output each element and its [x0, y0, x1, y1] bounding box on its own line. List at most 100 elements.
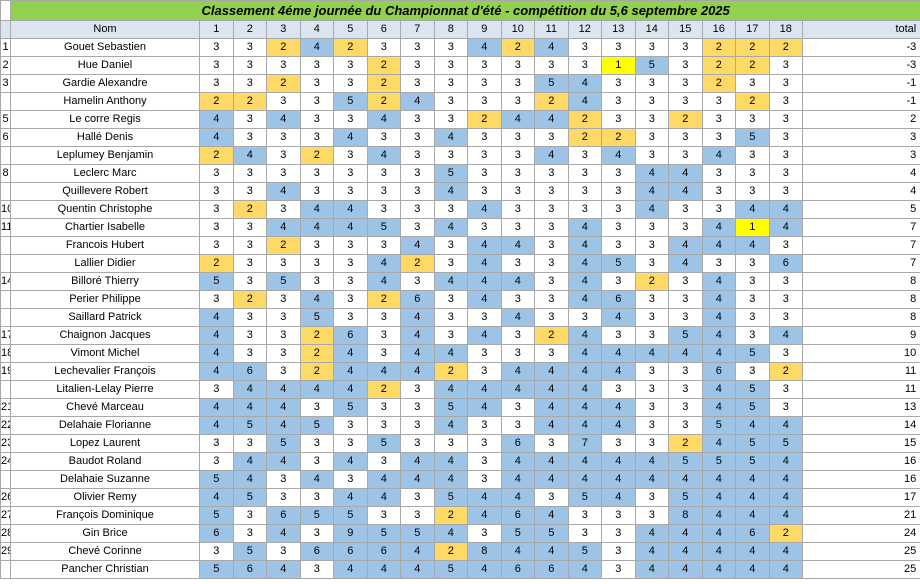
score-cell: 4 [735, 416, 770, 435]
score-cell: 4 [735, 470, 770, 489]
score-cell: 3 [333, 164, 368, 183]
score-cell: 3 [567, 38, 602, 57]
score-cell: 3 [567, 182, 602, 201]
score-cell: 3 [333, 308, 368, 327]
score-cell: 3 [467, 416, 502, 435]
score-cell: 3 [500, 218, 535, 237]
total-cell: 15 [801, 434, 920, 453]
score-cell: 5 [299, 506, 334, 525]
score-cell: 3 [299, 560, 334, 579]
total-cell: 13 [801, 398, 920, 417]
score-cell: 4 [199, 110, 234, 129]
score-cell: 4 [634, 560, 669, 579]
total-cell: 16 [801, 470, 920, 489]
score-cell: 4 [199, 308, 234, 327]
score-cell: 4 [266, 416, 301, 435]
score-cell: 3 [366, 236, 401, 255]
score-cell: 8 [668, 506, 703, 525]
rank-cell: 11 [0, 218, 11, 237]
score-cell: 5 [333, 398, 368, 417]
score-cell: 3 [634, 128, 669, 147]
table-row: Pancher Christian 5 6 4 3 4 4 4 5 4 6 6 4 3 4 4 4 4 4 25 [0, 560, 920, 579]
score-cell: 3 [467, 128, 502, 147]
score-cell: 4 [567, 362, 602, 381]
score-cell: 6 [199, 524, 234, 543]
score-cell: 4 [668, 236, 703, 255]
score-cell: 3 [735, 362, 770, 381]
score-cell: 3 [299, 488, 334, 507]
score-cell: 3 [333, 56, 368, 75]
score-cell: 6 [701, 362, 736, 381]
score-cell: 3 [768, 380, 803, 399]
score-cell: 4 [567, 470, 602, 489]
score-cell: 3 [232, 56, 267, 75]
total-cell: -1 [801, 74, 920, 93]
score-cell: 3 [467, 56, 502, 75]
score-cell: 4 [467, 290, 502, 309]
score-cell: 5 [433, 488, 468, 507]
player-name-cell: Le corre Regis [10, 110, 200, 129]
score-cell: 6 [768, 254, 803, 273]
score-cell: 3 [433, 38, 468, 57]
score-cell: 4 [199, 326, 234, 345]
score-cell: 5 [567, 542, 602, 561]
rank-cell: 8 [0, 164, 11, 183]
score-cell: 2 [567, 110, 602, 129]
score-cell: 5 [567, 488, 602, 507]
score-cell: 4 [634, 164, 669, 183]
score-cell: 4 [701, 434, 736, 453]
score-cell: 2 [433, 506, 468, 525]
score-cell: 3 [601, 74, 636, 93]
score-cell: 4 [467, 488, 502, 507]
score-cell: 6 [500, 434, 535, 453]
score-cell: 2 [400, 254, 435, 273]
score-cell: 4 [735, 488, 770, 507]
score-cell: 4 [567, 452, 602, 471]
score-cell: 3 [634, 236, 669, 255]
score-cell: 4 [199, 344, 234, 363]
score-cell: 3 [266, 200, 301, 219]
score-cell: 3 [433, 92, 468, 111]
score-cell: 3 [299, 434, 334, 453]
score-cell: 3 [467, 146, 502, 165]
score-cell: 3 [467, 344, 502, 363]
score-cell: 3 [266, 254, 301, 273]
score-cell: 4 [500, 236, 535, 255]
score-cell: 3 [634, 74, 669, 93]
score-cell: 3 [299, 398, 334, 417]
score-cell: 3 [668, 272, 703, 291]
score-cell: 3 [768, 182, 803, 201]
score-cell: 5 [232, 488, 267, 507]
score-cell: 4 [467, 506, 502, 525]
score-cell: 4 [634, 470, 669, 489]
score-cell: 5 [601, 254, 636, 273]
score-cell: 4 [299, 200, 334, 219]
score-cell: 4 [400, 236, 435, 255]
score-cell: 3 [333, 236, 368, 255]
score-cell: 3 [634, 110, 669, 129]
rank-cell [0, 380, 11, 399]
score-cell: 4 [299, 470, 334, 489]
score-cell: 2 [232, 200, 267, 219]
score-cell: 3 [333, 146, 368, 165]
score-cell: 5 [735, 128, 770, 147]
score-cell: 3 [199, 236, 234, 255]
player-name-cell: Pancher Christian [10, 560, 200, 579]
score-cell: 4 [601, 308, 636, 327]
score-cell: 3 [668, 416, 703, 435]
score-cell: 3 [735, 272, 770, 291]
score-cell: 3 [366, 452, 401, 471]
score-cell: 3 [735, 290, 770, 309]
table-row: Hamelin Anthony 2 2 3 3 5 2 4 3 3 3 2 4 3 3 3 3 2 3 -1 [0, 92, 920, 111]
score-cell: 2 [366, 290, 401, 309]
score-cell: 3 [366, 128, 401, 147]
score-cell: 4 [199, 398, 234, 417]
score-cell: 2 [567, 128, 602, 147]
total-cell: -3 [801, 38, 920, 57]
score-cell: 3 [701, 128, 736, 147]
score-cell: 1 [735, 218, 770, 237]
score-cell: 4 [567, 416, 602, 435]
